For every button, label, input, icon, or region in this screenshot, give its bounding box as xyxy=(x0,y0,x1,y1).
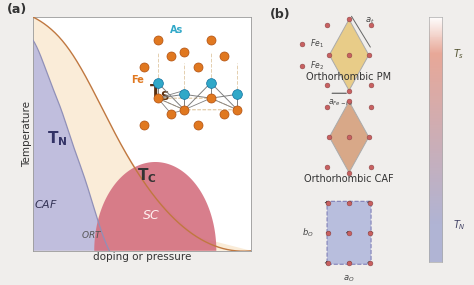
Polygon shape xyxy=(33,17,109,251)
Text: $Fe_1$: $Fe_1$ xyxy=(310,38,324,50)
Y-axis label: Temperature: Temperature xyxy=(22,101,32,167)
Text: $T_s$: $T_s$ xyxy=(453,47,464,61)
Text: $\mathit{ORT}$: $\mathit{ORT}$ xyxy=(82,229,103,240)
X-axis label: doping or pressure: doping or pressure xyxy=(93,252,191,262)
Text: Fe: Fe xyxy=(131,75,144,85)
Text: As: As xyxy=(170,25,183,34)
Text: (a): (a) xyxy=(7,3,27,16)
Text: $a_t$: $a_t$ xyxy=(365,16,374,26)
FancyBboxPatch shape xyxy=(327,201,371,264)
Text: (b): (b) xyxy=(270,9,291,21)
Polygon shape xyxy=(329,101,369,173)
Polygon shape xyxy=(94,162,216,251)
Text: $Fe_2$: $Fe_2$ xyxy=(310,60,324,72)
Text: $\mathbf{T_S}$: $\mathbf{T_S}$ xyxy=(149,82,170,102)
Text: $\mathbf{T_N}$: $\mathbf{T_N}$ xyxy=(47,129,67,148)
Text: Orthorhombic CAF: Orthorhombic CAF xyxy=(304,174,394,184)
Text: $\mathit{SC}$: $\mathit{SC}$ xyxy=(142,209,160,222)
Text: $\mathit{CAF}$: $\mathit{CAF}$ xyxy=(34,198,58,210)
Text: $a_{Fe-Fe}$: $a_{Fe-Fe}$ xyxy=(328,97,354,108)
Text: $T_N$: $T_N$ xyxy=(453,219,465,232)
Text: Orthorhombic PM: Orthorhombic PM xyxy=(307,72,392,82)
Polygon shape xyxy=(329,19,369,91)
Polygon shape xyxy=(33,17,251,251)
Text: $\mathbf{T_C}$: $\mathbf{T_C}$ xyxy=(137,167,156,185)
Text: $a_O$: $a_O$ xyxy=(343,274,355,284)
Text: $b_O$: $b_O$ xyxy=(302,227,314,239)
